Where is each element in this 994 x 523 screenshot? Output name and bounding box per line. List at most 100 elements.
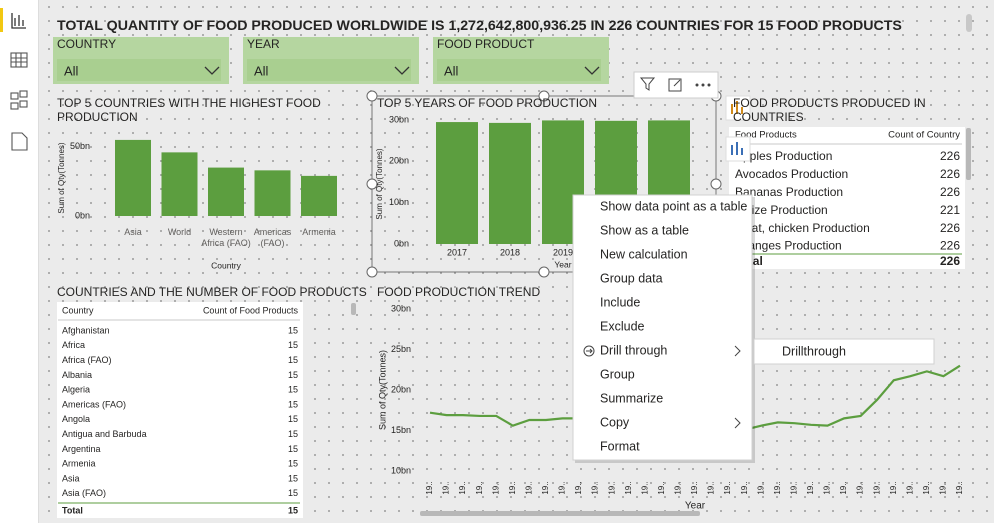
model-view-icon[interactable] bbox=[10, 90, 28, 110]
table-view-icon[interactable] bbox=[10, 52, 28, 68]
menu-item-label: Group data bbox=[600, 271, 663, 285]
slicer-value: All bbox=[444, 63, 459, 78]
x-tick-label: 19.. bbox=[823, 481, 832, 494]
submenu-arrow bbox=[734, 345, 741, 357]
table-cell: 15 bbox=[288, 355, 298, 365]
more-icon[interactable] bbox=[695, 83, 711, 87]
menu-item[interactable]: Include bbox=[600, 295, 640, 309]
slicer[interactable]: FOOD PRODUCT All bbox=[433, 37, 609, 84]
menu-item-label: Include bbox=[600, 295, 640, 309]
x-tick-label: 19.. bbox=[872, 481, 881, 494]
menu-item[interactable]: Show as a table bbox=[600, 223, 689, 237]
bar[interactable] bbox=[208, 167, 244, 216]
table-cell: Americas (FAO) bbox=[62, 399, 126, 409]
menu-item[interactable]: Format bbox=[600, 439, 640, 453]
table-cell: 226 bbox=[940, 239, 960, 253]
handle[interactable] bbox=[710, 178, 722, 190]
x-tick-label: Asia bbox=[124, 227, 142, 237]
handle[interactable] bbox=[538, 266, 550, 278]
x-tick-label: 19.. bbox=[806, 481, 815, 494]
table-cell: Oranges Production bbox=[735, 239, 842, 253]
table-header: Count of Food Products bbox=[203, 305, 299, 315]
focus-icon[interactable] bbox=[668, 78, 682, 92]
menu-item-label: Summarize bbox=[600, 391, 663, 405]
table-cell: 15 bbox=[288, 325, 298, 335]
table-total: Total bbox=[62, 505, 83, 515]
context-menu: Show data point as a table Show as a tabl… bbox=[572, 194, 755, 463]
filter-icon[interactable] bbox=[639, 77, 656, 91]
table-cell: 226 bbox=[940, 149, 960, 163]
bar[interactable] bbox=[115, 139, 151, 216]
table-scrollbar[interactable] bbox=[966, 128, 971, 180]
dax-view-icon[interactable] bbox=[11, 132, 28, 151]
table-bg bbox=[729, 127, 965, 269]
table-cell: Asia bbox=[62, 473, 80, 483]
menu-item-label: Drill through bbox=[600, 343, 667, 357]
chevron bbox=[584, 66, 600, 75]
chart-scrollbar[interactable] bbox=[420, 511, 700, 516]
submenu-item[interactable]: Drillthrough bbox=[782, 344, 846, 358]
bar[interactable] bbox=[254, 170, 291, 216]
handle[interactable] bbox=[366, 178, 378, 190]
bar[interactable] bbox=[436, 122, 478, 244]
table-cell: 15 bbox=[288, 385, 298, 395]
slicer-dropdown[interactable] bbox=[247, 59, 411, 81]
table-cell: 15 bbox=[288, 444, 298, 454]
table-cell: 226 bbox=[940, 221, 960, 235]
table-scrollbar[interactable] bbox=[351, 303, 356, 315]
icon-glyph bbox=[731, 142, 743, 155]
menu-item-label: Group bbox=[600, 367, 635, 381]
chevron bbox=[394, 66, 410, 75]
y-tick-label: 50bn bbox=[70, 141, 90, 151]
table-cell: Africa (FAO) bbox=[62, 355, 112, 365]
y-tick-label: 0bn bbox=[75, 210, 90, 220]
table-cell: Bananas Production bbox=[735, 185, 843, 199]
format-icon[interactable] bbox=[725, 136, 751, 162]
table-cell: Afghanistan bbox=[62, 325, 110, 335]
y-tick-label: 15bn bbox=[391, 425, 411, 435]
bar[interactable] bbox=[301, 175, 337, 216]
menu-item[interactable]: Summarize bbox=[600, 391, 663, 405]
analytics-icon[interactable] bbox=[725, 95, 751, 121]
sidebar-icons bbox=[0, 8, 28, 151]
handle[interactable] bbox=[366, 90, 378, 102]
page-scrollbar[interactable] bbox=[966, 14, 972, 32]
menu-item[interactable]: Show data point as a table bbox=[600, 199, 747, 213]
menu-item-label: Show data point as a table bbox=[600, 199, 747, 213]
bar[interactable] bbox=[161, 152, 198, 216]
y-tick-label: 0bn bbox=[394, 238, 409, 248]
x-tick-label: 19.. bbox=[458, 481, 467, 494]
menu-item[interactable]: Drill through bbox=[600, 343, 741, 357]
x-tick-label: 19.. bbox=[674, 481, 683, 494]
report-view-icon[interactable] bbox=[11, 13, 26, 29]
menu-item[interactable]: New calculation bbox=[600, 247, 688, 261]
bar[interactable] bbox=[489, 122, 531, 244]
x-tick-label: 19.. bbox=[508, 481, 517, 494]
drill-icon-arrow bbox=[586, 348, 593, 354]
table-cell: Apples Production bbox=[735, 149, 832, 163]
menu-item[interactable]: Exclude bbox=[600, 319, 645, 333]
table-cell: Avocados Production bbox=[735, 167, 848, 181]
menu-item[interactable]: Copy bbox=[600, 415, 741, 429]
handle[interactable] bbox=[538, 90, 550, 102]
slicer[interactable]: COUNTRY All bbox=[53, 37, 229, 84]
chart-title: TOP 5 YEARS OF FOOD PRODUCTION bbox=[377, 96, 597, 110]
x-tick-label: 19.. bbox=[607, 481, 616, 494]
drill-icon bbox=[583, 345, 595, 357]
x-tick-label: 19.. bbox=[690, 481, 699, 494]
table-cell: 15 bbox=[288, 340, 298, 350]
slicer[interactable]: YEAR All bbox=[243, 37, 419, 84]
x-tick-label: Americas (FAO) bbox=[253, 227, 292, 248]
slicer-dropdown[interactable] bbox=[437, 59, 601, 81]
x-axis-title: Year bbox=[685, 501, 706, 512]
handle[interactable] bbox=[366, 266, 378, 278]
menu-bg bbox=[572, 194, 753, 461]
table-cell: Maize Production bbox=[735, 203, 828, 217]
table-cell: Antigua and Barbuda bbox=[62, 429, 147, 439]
menu-item-label: Exclude bbox=[600, 319, 645, 333]
x-tick-label: 19.. bbox=[491, 481, 500, 494]
slicer-dropdown[interactable] bbox=[57, 59, 221, 81]
menu-item[interactable]: Group data bbox=[600, 271, 663, 285]
